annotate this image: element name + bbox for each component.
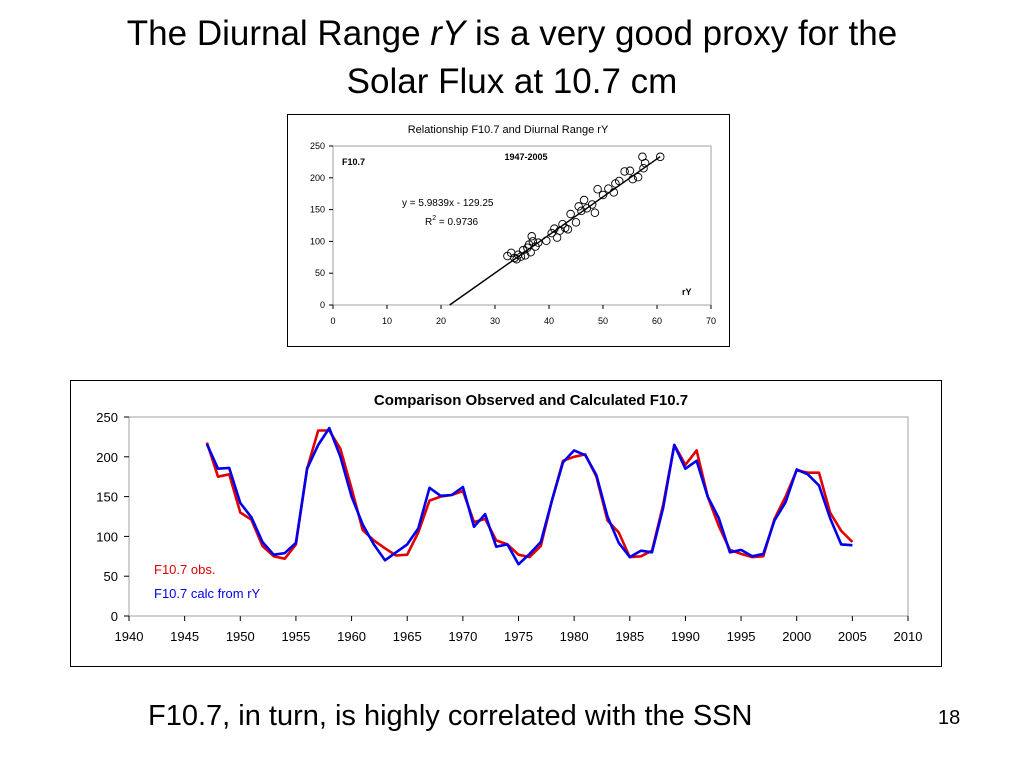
timeseries-y-tick-label: 50: [104, 569, 118, 584]
timeseries-x-tick-label: 1950: [226, 629, 255, 644]
timeseries-x-tick-label: 1975: [504, 629, 533, 644]
scatter-point: [593, 184, 602, 194]
scatter-y-tick-label: 100: [310, 236, 325, 246]
timeseries-x-tick-label: 2005: [838, 629, 867, 644]
timeseries-x-tick-label: 1960: [337, 629, 366, 644]
scatter-point: [547, 228, 556, 238]
scatter-x-tick-label: 10: [382, 316, 392, 326]
scatter-point: [577, 206, 586, 216]
scatter-point: [512, 254, 521, 264]
scatter-plot-area: [332, 145, 712, 306]
scatter-r2: R2 = 0.9736: [425, 215, 479, 228]
title-line-1: The Diurnal Range rY is a very good prox…: [126, 14, 898, 53]
scatter-chart-panel: Relationship F10.7 and Diurnal Range rY …: [287, 114, 730, 347]
title-variable: rY: [430, 14, 466, 53]
scatter-y-label: F10.7: [342, 157, 365, 167]
scatter-title: Relationship F10.7 and Diurnal Range rY: [408, 124, 609, 136]
slide-title: The Diurnal Range rY is a very good prox…: [0, 10, 1024, 106]
scatter-y-tick-label: 200: [310, 173, 325, 183]
timeseries-y-tick-label: 150: [96, 490, 118, 505]
timeseries-y-tick-label: 250: [96, 410, 118, 425]
timeseries-x-tick-label: 1955: [281, 629, 310, 644]
slide-number: 18: [938, 707, 961, 729]
scatter-point: [571, 218, 581, 227]
scatter-x-tick-label: 60: [652, 316, 662, 326]
timeseries-chart: Comparison Observed and Calculated F10.7…: [96, 392, 923, 644]
scatter-x-tick-label: 50: [598, 316, 608, 326]
timeseries-x-tick-label: 1940: [115, 629, 144, 644]
timeseries-x-tick-label: 1980: [560, 629, 589, 644]
scatter-point: [528, 237, 538, 246]
scatter-point: [625, 166, 635, 176]
scatter-point: [639, 164, 648, 173]
timeseries-y-tick-label: 200: [96, 450, 118, 465]
scatter-point: [563, 225, 573, 234]
timeseries-x-tick-label: 1965: [393, 629, 422, 644]
scatter-point: [574, 202, 583, 211]
scatter-x-tick-label: 20: [436, 316, 446, 326]
timeseries-y-tick-label: 100: [96, 529, 118, 544]
scatter-equation: y = 5.9839x - 129.25: [402, 198, 494, 209]
scatter-x-tick-label: 40: [544, 316, 554, 326]
scatter-chart: Relationship F10.7 and Diurnal Range rY …: [310, 124, 716, 326]
timeseries-x-tick-label: 1995: [727, 629, 756, 644]
scatter-trendline: [449, 156, 661, 306]
scatter-point: [590, 208, 600, 218]
scatter-x-tick-label: 0: [330, 316, 335, 326]
timeseries-y-tick-label: 0: [111, 609, 118, 624]
timeseries-x-tick-label: 2010: [894, 629, 923, 644]
scatter-y-tick-label: 250: [310, 141, 325, 151]
timeseries-title: Comparison Observed and Calculated F10.7: [374, 392, 688, 409]
scatter-point: [527, 232, 536, 241]
timeseries-x-tick-label: 1990: [671, 629, 700, 644]
title-line-2: Solar Flux at 10.7 cm: [346, 62, 678, 101]
timeseries-x-tick-label: 2000: [782, 629, 811, 644]
timeseries-x-tick-label: 1970: [448, 629, 477, 644]
series-line-calc: [205, 426, 853, 566]
timeseries-chart-panel: Comparison Observed and Calculated F10.7…: [70, 380, 942, 667]
scatter-point: [587, 200, 597, 209]
legend-obs: F10.7 obs.: [154, 562, 215, 577]
scatter-x-tick-label: 70: [706, 316, 716, 326]
scatter-point: [620, 167, 629, 176]
slide-caption: F10.7, in turn, is highly correlated wit…: [148, 700, 753, 732]
scatter-x-label: rY: [682, 287, 692, 297]
scatter-point: [566, 209, 575, 219]
scatter-x-tick-label: 30: [490, 316, 500, 326]
scatter-point: [655, 152, 665, 162]
series-line-obs: [205, 429, 854, 560]
scatter-subtitle: 1947-2005: [504, 152, 547, 162]
scatter-point: [633, 172, 643, 182]
scatter-point: [579, 195, 589, 205]
scatter-y-tick-label: 50: [315, 268, 325, 278]
timeseries-x-tick-label: 1945: [170, 629, 199, 644]
legend-calc: F10.7 calc from rY: [154, 586, 261, 601]
scatter-point: [638, 152, 647, 162]
timeseries-x-tick-label: 1985: [615, 629, 644, 644]
scatter-y-tick-label: 0: [320, 300, 325, 310]
scatter-point: [533, 238, 543, 247]
scatter-y-tick-label: 150: [310, 205, 325, 215]
